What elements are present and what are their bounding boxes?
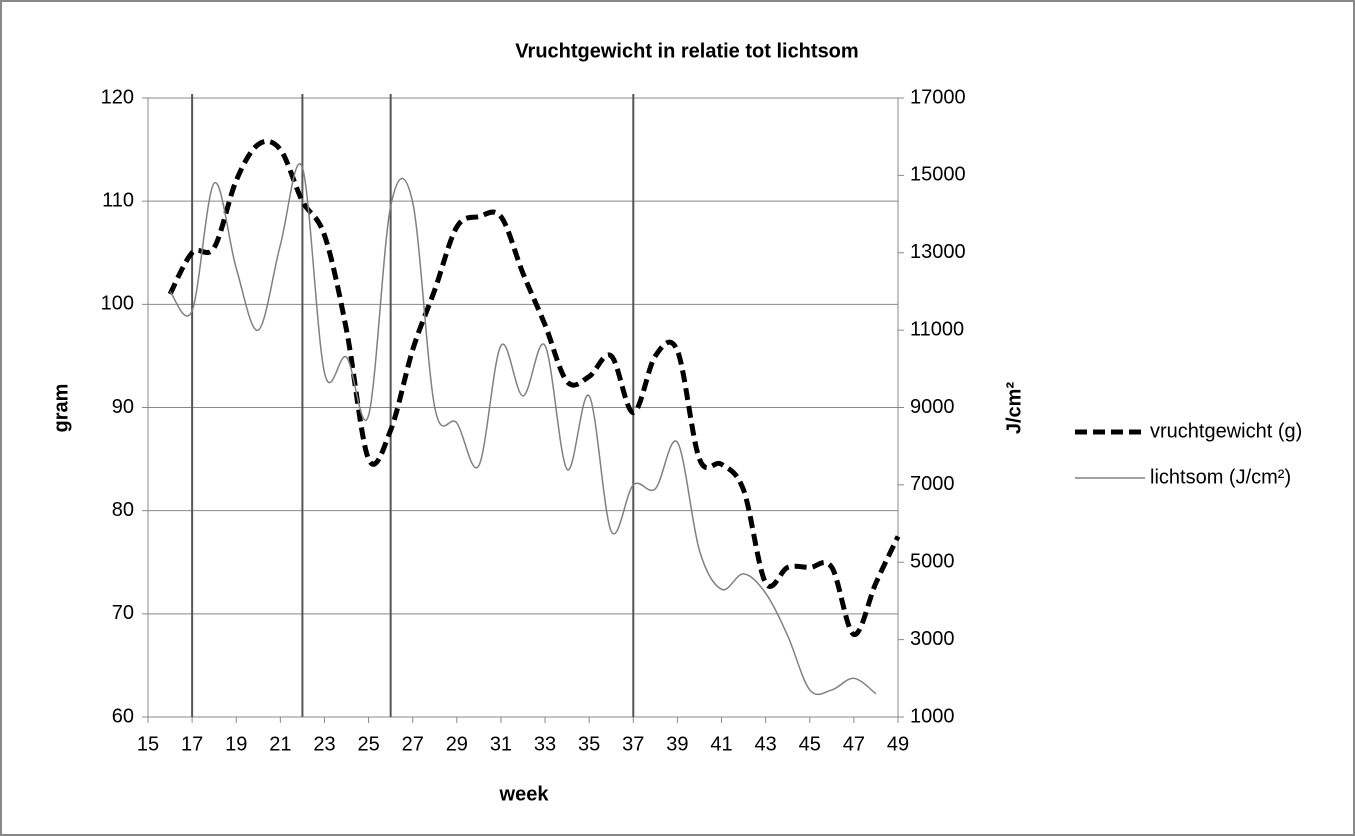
- x-tick-label: 17: [181, 733, 203, 755]
- x-tick-label: 39: [666, 733, 688, 755]
- x-tick-label: 21: [269, 733, 291, 755]
- x-tick-label: 37: [622, 733, 644, 755]
- y2-tick-label: 3000: [910, 628, 955, 650]
- x-tick-label: 15: [137, 733, 159, 755]
- x-tick-label: 49: [887, 733, 909, 755]
- x-tick-label: 47: [843, 733, 865, 755]
- x-tick-label: 41: [710, 733, 732, 755]
- x-tick-label: 25: [357, 733, 379, 755]
- x-tick-label: 19: [225, 733, 247, 755]
- y-tick-label: 80: [112, 499, 134, 521]
- y2-tick-label: 11000: [910, 318, 964, 340]
- x-tick-label: 33: [534, 733, 556, 755]
- y2-tick-label: 17000: [910, 86, 966, 108]
- y2-tick-label: 13000: [910, 241, 966, 263]
- y-tick-label: 100: [101, 293, 134, 315]
- y2-tick-label: 15000: [910, 164, 966, 186]
- y2-tick-label: 7000: [910, 473, 955, 495]
- y-tick-label: 60: [112, 705, 134, 727]
- x-tick-label: 35: [578, 733, 600, 755]
- chart-title: Vruchtgewicht in relatie tot lichtsom: [515, 40, 858, 62]
- series-line: [167, 138, 901, 637]
- y2-tick-label: 5000: [910, 551, 955, 573]
- legend-label: vruchtgewicht (g): [1150, 420, 1302, 442]
- x-tick-label: 29: [446, 733, 468, 755]
- x-tick-label: 43: [755, 733, 777, 755]
- x-tick-label: 45: [799, 733, 821, 755]
- y-tick-label: 120: [101, 86, 134, 108]
- x-tick-label: 27: [402, 733, 424, 755]
- x-tick-label: 23: [313, 733, 335, 755]
- series-line: [169, 163, 877, 696]
- y-tick-label: 90: [112, 396, 134, 418]
- y2-axis-label: J/cm²: [1003, 382, 1025, 435]
- x-tick-label: 31: [490, 733, 512, 755]
- y2-tick-label: 9000: [910, 396, 955, 418]
- legend-label: lichtsom (J/cm²): [1150, 466, 1291, 488]
- y-tick-label: 110: [102, 189, 134, 211]
- y-tick-label: 70: [112, 602, 134, 624]
- y-axis-label: gram: [50, 384, 72, 433]
- x-axis-label: week: [499, 783, 550, 805]
- y2-tick-label: 1000: [910, 705, 955, 727]
